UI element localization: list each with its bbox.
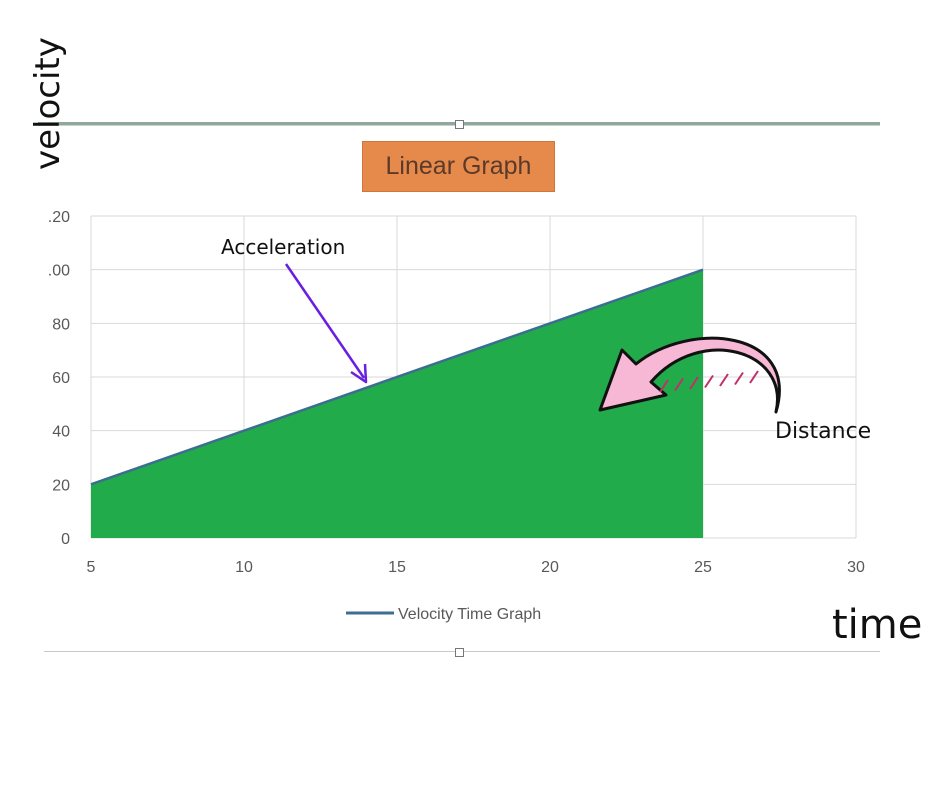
annotation-distance: Distance (775, 419, 871, 444)
distance-arrow-hatch (719, 373, 729, 387)
x-axis-label: time (832, 602, 923, 648)
chart-title: Linear Graph (362, 141, 555, 192)
legend-label: Velocity Time Graph (398, 606, 541, 623)
x-tick-label: 30 (847, 559, 865, 576)
acceleration-arrow-shaft (284, 263, 366, 379)
x-tick-label: 5 (87, 559, 96, 576)
distance-arrow-hatch (749, 370, 759, 384)
y-tick-label: 0 (61, 531, 70, 548)
distance-arrow-hatch (659, 379, 669, 393)
distance-arrow-hatch (689, 376, 699, 390)
y-tick-label: 60 (52, 370, 70, 387)
y-tick-label: 20 (52, 477, 70, 494)
resize-handle-top[interactable] (455, 120, 464, 129)
x-tick-label: 20 (541, 559, 559, 576)
annotation-acceleration: Acceleration (221, 235, 345, 259)
distance-arrow-hatch (704, 374, 714, 389)
x-tick-label: 25 (694, 559, 712, 576)
acceleration-arrow-head (350, 363, 368, 384)
y-tick-label: 80 (52, 316, 70, 333)
distance-arrow-hatch (734, 371, 744, 386)
y-tick-label: 40 (52, 424, 70, 441)
series-line-velocity (90, 268, 704, 486)
distance-arrow-hatch (674, 377, 684, 392)
area-fill (91, 269, 703, 538)
y-tick-label: .20 (48, 209, 70, 226)
distance-curved-arrow (598, 336, 781, 414)
x-tick-label: 15 (388, 559, 406, 576)
x-tick-label: 10 (235, 559, 253, 576)
resize-handle-bottom[interactable] (455, 648, 464, 657)
y-tick-label: .00 (48, 263, 70, 280)
